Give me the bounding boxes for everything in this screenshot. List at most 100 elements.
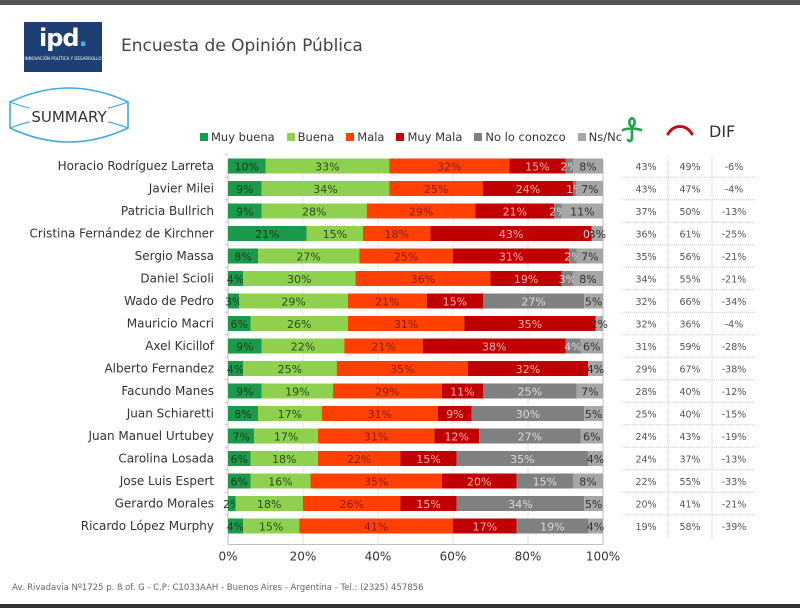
table-cell-negativa: 59% xyxy=(679,342,700,353)
candidate-label: Daniel Scioli xyxy=(140,272,214,286)
legend-swatch xyxy=(346,133,355,141)
bar-value-label: 32% xyxy=(437,161,461,174)
bar-segment-mala xyxy=(318,451,401,466)
bar-segment-muy-buena xyxy=(228,406,258,421)
bar-value-label: 4% xyxy=(587,453,604,466)
table-cell-negativa: 58% xyxy=(679,522,700,533)
table-cell-positiva: 32% xyxy=(635,297,656,308)
legend-swatch xyxy=(474,133,483,141)
bar-value-label: 19% xyxy=(540,521,564,534)
bar-value-label: 3% xyxy=(225,296,242,309)
bar-segment-ns-nc xyxy=(584,406,603,421)
bar-segment-muy-mala xyxy=(434,428,480,444)
bar-value-label: 19% xyxy=(285,386,309,399)
table-cell-positiva: 36% xyxy=(635,230,656,241)
bar-segment-ns-nc xyxy=(573,271,603,286)
bar-value-label: 5% xyxy=(585,296,602,309)
bar-segment-mala xyxy=(348,293,427,309)
bar-segment-buena xyxy=(261,338,345,354)
candidate-label: Juan Manuel Urtubey xyxy=(88,429,215,443)
thumbs-down-hand-icon xyxy=(666,125,694,136)
bar-value-label: 4% xyxy=(227,273,244,286)
bar-segment-ns-nc xyxy=(588,518,603,534)
bar-value-label: 6% xyxy=(583,431,600,444)
bar-value-label: 4% xyxy=(227,521,244,534)
table-cell-positiva: 34% xyxy=(635,275,656,286)
table-cell-dif: -34% xyxy=(722,297,747,308)
bar-value-label: 27% xyxy=(518,431,542,444)
bar-segment-no-lo-conozco xyxy=(483,293,585,309)
legend-label: Muy buena xyxy=(211,130,275,144)
bar-value-label: 24% xyxy=(516,183,540,196)
bar-segment-ns-nc xyxy=(580,428,603,444)
bar-segment-buena xyxy=(265,158,390,174)
bar-value-label: 17% xyxy=(278,408,302,421)
bar-value-label: 4% xyxy=(587,521,604,534)
table-cell-dif: -33% xyxy=(722,477,747,488)
bar-value-label: 9% xyxy=(236,386,253,399)
bar-segment-muy-mala xyxy=(430,226,592,241)
table-cell-positiva: 37% xyxy=(635,207,656,218)
bar-segment-muy-mala xyxy=(490,271,562,286)
bar-value-label: 17% xyxy=(274,431,298,444)
bar-value-label: 8% xyxy=(579,273,596,286)
bar-segment-muy-buena xyxy=(228,451,251,466)
table-cell-positiva: 20% xyxy=(635,500,656,511)
bar-value-label: 15% xyxy=(525,161,549,174)
bar-segment-muy-buena xyxy=(228,496,236,511)
bar-segment-mala xyxy=(363,226,431,241)
table-cell-dif: -4% xyxy=(725,320,744,331)
table-cell-positiva: 35% xyxy=(635,252,656,263)
bar-segment-mala xyxy=(389,158,510,174)
bar-segment-muy-mala xyxy=(464,316,596,331)
table-cell-negativa: 55% xyxy=(679,275,700,286)
bar-segment-muy-mala xyxy=(400,496,457,511)
bar-value-label: 25% xyxy=(278,363,302,376)
table-cell-negativa: 49% xyxy=(679,162,700,173)
ipd-logo: ipd. INNOVACIÓN POLÍTICA Y DESARROLLO xyxy=(24,22,102,72)
bar-value-label: 20% xyxy=(467,476,491,489)
table-cell-dif: -21% xyxy=(722,275,747,286)
table-cell-dif: -21% xyxy=(722,500,747,511)
table-cell-negativa: 55% xyxy=(679,477,700,488)
bar-segment-muy-mala xyxy=(483,181,573,196)
bar-value-label: 18% xyxy=(272,453,296,466)
bar-segment-mala xyxy=(336,361,468,376)
logo-subtitle: INNOVACIÓN POLÍTICA Y DESARROLLO xyxy=(24,56,102,61)
bar-segment-muy-mala xyxy=(475,203,555,219)
table-cell-dif: -25% xyxy=(722,230,747,241)
bar-segment-ns-nc xyxy=(561,203,603,219)
page-title: Encuesta de Opinión Pública xyxy=(121,36,363,56)
bar-value-label: 43% xyxy=(499,228,523,241)
bottom-frame-bar xyxy=(0,604,800,608)
bar-value-label: 11% xyxy=(570,206,594,219)
legend-item: Muy Mala xyxy=(396,130,462,144)
bar-segment-no-lo-conozco xyxy=(479,428,581,444)
bar-value-label: 6% xyxy=(583,341,600,354)
bar-value-label: 21% xyxy=(503,206,527,219)
bar-segment-muy-buena xyxy=(228,383,262,399)
bar-value-label: 8% xyxy=(234,408,251,421)
bar-value-label: 32% xyxy=(516,363,540,376)
bar-segment-muy-mala xyxy=(453,248,570,264)
candidate-label: Sergio Massa xyxy=(135,249,214,263)
table-cell-positiva: 29% xyxy=(635,365,656,376)
bar-value-label: 31% xyxy=(499,251,523,264)
bar-value-label: 29% xyxy=(375,386,399,399)
bar-segment-no-lo-conozco xyxy=(565,158,573,174)
bar-value-label: 22% xyxy=(291,341,315,354)
bar-segment-buena xyxy=(243,361,337,376)
bar-segment-muy-mala xyxy=(441,473,517,489)
bar-value-label: 18% xyxy=(257,498,281,511)
bar-value-label: 25% xyxy=(424,183,448,196)
bar-segment-muy-buena xyxy=(228,158,266,174)
bar-segment-ns-nc xyxy=(573,158,603,174)
bar-value-label: 33% xyxy=(315,161,339,174)
bar-value-label: 15% xyxy=(416,498,440,511)
bar-segment-ns-nc xyxy=(576,383,603,399)
bar-segment-muy-buena xyxy=(228,248,258,264)
bar-value-label: 7% xyxy=(581,251,598,264)
bar-value-label: 6% xyxy=(231,453,248,466)
bar-segment-mala xyxy=(303,496,401,511)
table-cell-dif: -13% xyxy=(722,207,747,218)
